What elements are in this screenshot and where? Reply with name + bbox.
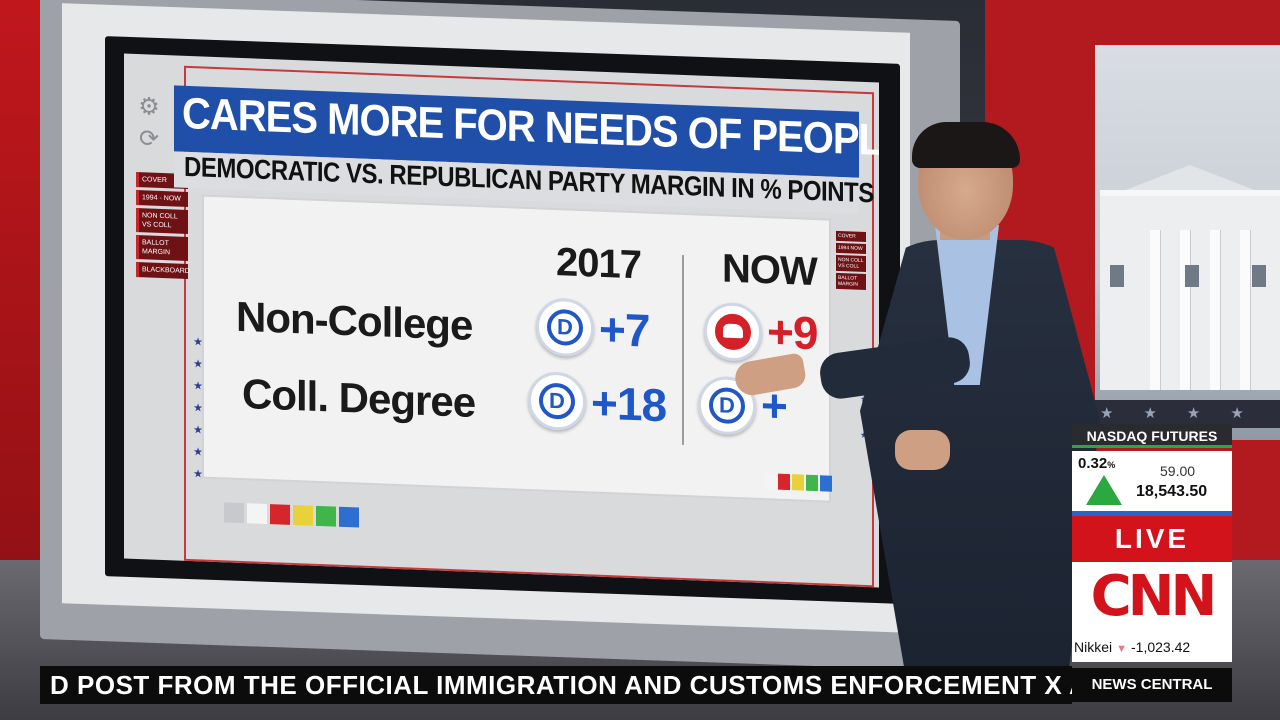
cnn-logo: CNN (1072, 562, 1232, 632)
palette-swatch[interactable] (806, 474, 818, 492)
color-palette-small (764, 473, 832, 492)
white-house-column (1240, 230, 1250, 390)
presenter (732, 122, 1120, 690)
network-bug: NASDAQ FUTURES 0.32% 59.00 18,543.50 LIV… (1072, 424, 1232, 702)
palette-swatch[interactable] (247, 503, 267, 524)
palette-swatch[interactable] (339, 506, 359, 528)
value-2017-non-college: +7 (599, 302, 650, 357)
market-change: 59.00 (1160, 463, 1196, 479)
nikkei-quote: Nikkei ▼ -1,023.42 (1072, 632, 1232, 662)
left-menu: COVER 1994 - NOW NON COLL VS COLL BALLOT… (136, 171, 190, 282)
white-house-column (1210, 230, 1220, 390)
market-quote: 0.32% 59.00 18,543.50 (1072, 451, 1232, 511)
white-house-facade (1100, 190, 1280, 390)
palette-swatch[interactable] (224, 502, 244, 524)
column-header-2017: 2017 (556, 240, 641, 288)
market-percent: 0.32% (1078, 455, 1116, 472)
menu-item-non-coll-vs-coll[interactable]: NON COLL VS COLL (136, 207, 188, 234)
white-house-window (1185, 265, 1199, 287)
white-house-window (1110, 265, 1124, 287)
value-now-non-college: +9 (767, 305, 818, 360)
stars-decoration: ★★★★ (1070, 400, 1280, 428)
palette-swatch[interactable] (316, 505, 336, 527)
menu-item-ballot-margin[interactable]: BALLOT MARGIN (136, 234, 188, 261)
show-name: NEWS CENTRAL (1072, 668, 1232, 702)
market-name: NASDAQ FUTURES (1072, 424, 1232, 448)
white-house-column (1150, 230, 1160, 390)
column-divider (682, 254, 684, 446)
palette-swatch[interactable] (270, 504, 290, 525)
column-header-now: NOW (722, 246, 817, 295)
refresh-icon[interactable]: ⟳ (138, 125, 160, 153)
up-arrow-icon (1086, 475, 1122, 505)
white-house-window (1252, 265, 1266, 287)
market-divider (1072, 511, 1232, 516)
menu-item-1994-now[interactable]: 1994 - NOW (136, 189, 188, 207)
palette-swatch[interactable] (778, 473, 790, 491)
menu-item-blackboard[interactable]: BLACKBOARD (136, 261, 190, 279)
presenter-hair (912, 122, 1020, 168)
palette-swatch[interactable] (764, 473, 776, 490)
touchscreen-graphic[interactable]: ⚙ ⟳ COVER 1994 - NOW NON COLL VS COLL BA… (124, 53, 879, 588)
white-house-column (1180, 230, 1190, 390)
value-2017-coll-degree: +18 (591, 376, 667, 432)
gear-icon[interactable]: ⚙ (138, 93, 160, 121)
row-label-non-college: Non-College (236, 292, 473, 349)
market-level: 18,543.50 (1136, 483, 1208, 500)
palette-swatch[interactable] (792, 474, 804, 491)
news-ticker: D POST FROM THE OFFICIAL IMMIGRATION AND… (40, 666, 1072, 704)
live-badge: LIVE (1072, 516, 1232, 562)
down-arrow-icon: ▼ (1116, 643, 1128, 655)
presenter-hand (895, 430, 950, 470)
ticker-text: D POST FROM THE OFFICIAL IMMIGRATION AND… (50, 670, 1072, 700)
palette-swatch[interactable] (293, 504, 313, 526)
row-label-coll-degree: Coll. Degree (242, 370, 476, 426)
